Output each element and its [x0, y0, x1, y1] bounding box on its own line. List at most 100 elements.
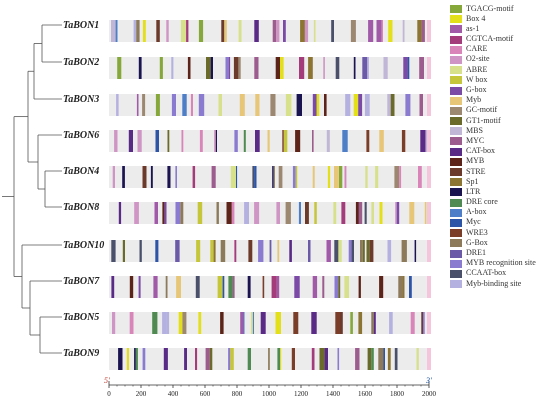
axis-start-label: 5' — [104, 376, 110, 385]
motif-box — [414, 240, 417, 262]
motif-box — [381, 20, 383, 42]
motif-box — [269, 240, 272, 262]
motif-box — [278, 166, 283, 188]
motif-box — [111, 240, 116, 262]
axis-tick-label: 1000 — [262, 390, 277, 398]
legend-label: GT1-motif — [466, 115, 501, 125]
motif-box — [394, 348, 398, 370]
motif-box — [142, 20, 146, 42]
motif-box — [195, 348, 198, 370]
motif-box — [272, 20, 277, 42]
gene-label: TaBON4 — [63, 166, 99, 177]
motif-box — [308, 240, 311, 262]
motif-box — [337, 348, 340, 370]
motif-box — [273, 166, 275, 188]
motif-box — [178, 312, 183, 334]
motif-tracks — [109, 20, 431, 370]
motif-box — [383, 348, 385, 370]
motif-box — [139, 240, 142, 262]
motif-box — [364, 94, 370, 116]
motif-box — [313, 20, 316, 42]
motif-box — [326, 130, 330, 152]
motif-box — [233, 57, 239, 79]
legend-swatch — [450, 5, 462, 13]
motif-box — [312, 130, 314, 152]
legend-label: GC-motif — [466, 105, 498, 115]
motif-box — [368, 20, 374, 42]
motif-box — [292, 166, 296, 188]
legend-swatch — [450, 188, 462, 197]
motif-track — [109, 130, 431, 152]
track-end-mark — [427, 240, 431, 262]
motif-box — [335, 312, 341, 334]
motif-box — [255, 94, 260, 116]
motif-box — [277, 240, 280, 262]
motif-box — [308, 57, 313, 79]
motif-box — [293, 312, 299, 334]
motif-track — [109, 348, 431, 370]
motif-box — [350, 20, 356, 42]
legend-item: LTR — [450, 187, 550, 197]
motif-box — [334, 276, 339, 298]
motif-box — [285, 202, 291, 224]
motif-box — [420, 130, 426, 152]
legend-label: as-1 — [466, 23, 480, 33]
motif-box — [424, 202, 427, 224]
motif-box — [300, 20, 305, 42]
motif-box — [421, 20, 425, 42]
motif-box — [182, 94, 187, 116]
motif-box — [136, 20, 140, 42]
motif-box — [122, 166, 125, 188]
motif-box — [275, 57, 280, 79]
axis-tick-label: 400 — [168, 390, 179, 398]
motif-box — [351, 240, 354, 262]
motif-box — [419, 57, 424, 79]
motif-box — [390, 94, 395, 116]
scale-axis: 5' 3' 0 200 400 600 800 1000 1200 1400 1600 1800 200… — [104, 376, 437, 398]
motif-box — [311, 348, 315, 370]
motif-box — [255, 130, 260, 152]
motif-box — [234, 130, 238, 152]
legend-item: CARE — [450, 44, 550, 55]
motif-box — [152, 312, 158, 334]
motif-box — [243, 312, 245, 334]
legend-item: Myb — [450, 95, 550, 106]
motif-box — [254, 202, 260, 224]
track-background — [109, 202, 429, 224]
track-end-mark — [427, 276, 431, 298]
motif-box — [421, 312, 423, 334]
motif-box — [198, 94, 205, 116]
motif-box — [162, 202, 165, 224]
motif-track — [109, 276, 431, 298]
legend-item: CCAAT-box — [450, 268, 550, 279]
motif-box — [187, 57, 191, 79]
motif-box — [305, 202, 309, 224]
motif-box — [239, 94, 245, 116]
motif-box — [417, 20, 422, 42]
axis-tick-label: 600 — [200, 390, 211, 398]
motif-box — [371, 312, 374, 334]
motif-box — [129, 276, 134, 298]
legend-label: G-box — [466, 85, 487, 94]
legend-item: A-box — [450, 207, 550, 218]
motif-box — [135, 348, 138, 370]
motif-box — [165, 276, 168, 298]
legend-swatch — [450, 259, 462, 268]
motif-box — [218, 94, 222, 116]
legend-swatch — [450, 208, 462, 217]
legend-swatch — [450, 25, 462, 34]
motif-box — [369, 240, 374, 262]
motif-track — [109, 312, 431, 334]
legend-label: DRE1 — [466, 248, 486, 257]
motif-box — [206, 57, 211, 79]
motif-box — [331, 20, 334, 42]
legend-swatch — [450, 198, 462, 207]
legend-swatch — [450, 280, 462, 289]
motif-box — [367, 57, 369, 79]
motif-box — [175, 202, 181, 224]
motif-track — [109, 20, 431, 42]
motif-track — [109, 166, 431, 188]
motif-box — [154, 202, 158, 224]
motif-box — [243, 130, 246, 152]
motif-box — [142, 166, 147, 188]
